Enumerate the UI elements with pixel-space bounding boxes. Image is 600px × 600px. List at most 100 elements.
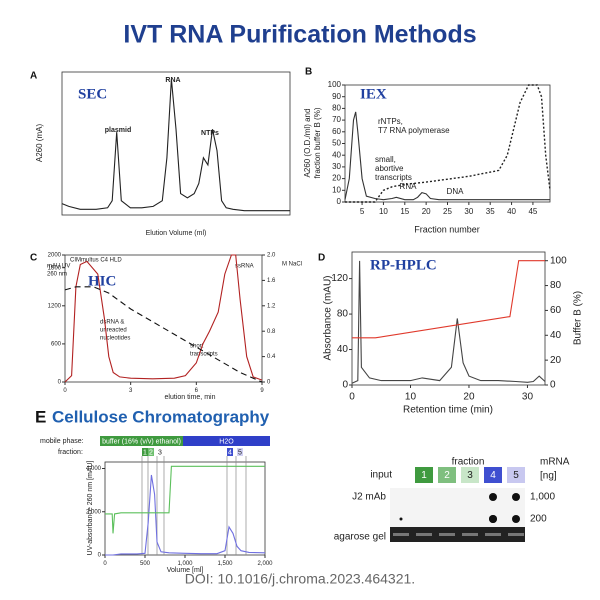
gel-band — [393, 533, 409, 536]
annotation: RNA — [400, 182, 418, 191]
gel-band — [485, 533, 501, 536]
panel-label: A — [30, 71, 37, 82]
annotation: dsRNA & — [100, 320, 124, 326]
fraction-box — [148, 448, 154, 456]
x-tick-label: 9 — [260, 388, 264, 394]
y2-tick-label: 0.8 — [267, 329, 276, 335]
x-axis-label: Elution Volume (ml) — [146, 230, 207, 237]
x-tick-label: 10 — [379, 207, 388, 216]
fraction-number: 1 — [143, 449, 147, 456]
y-tick-label: 2,000 — [86, 509, 102, 515]
doi: DOI: 10.1016/j.chroma.2023.464321. — [185, 571, 415, 587]
fraction-box — [237, 448, 243, 456]
fraction-box — [227, 448, 233, 456]
y-tick-label: 30 — [332, 162, 341, 171]
y2-axis-label: M NaCl — [282, 262, 302, 268]
x-tick-label: 45 — [528, 207, 537, 216]
x-tick-label: 3 — [129, 388, 133, 394]
y-tick-label: 4,000 — [86, 466, 102, 472]
series-line — [61, 79, 290, 212]
y-tick-label: 50 — [332, 139, 341, 148]
blot-fraction-box — [484, 467, 502, 483]
mobile-phase-label: mobile phase: — [40, 438, 84, 445]
y-tick-label: 0 — [58, 380, 62, 386]
blot-dot — [399, 517, 403, 521]
blot-fraction-box — [438, 467, 456, 483]
x-tick-label: 5 — [360, 207, 365, 216]
annotation: small, — [375, 155, 396, 164]
annotation: transcripts — [190, 352, 218, 358]
plot-frame — [61, 71, 291, 216]
panel-title: Cellulose Chromatography — [52, 407, 270, 426]
y2-tick-label: 20 — [550, 355, 562, 366]
x-tick-label: 20 — [422, 207, 431, 216]
y-tick-label: 70 — [332, 115, 341, 124]
y2-tick-label: 1.2 — [267, 303, 276, 309]
plot-frame — [351, 251, 546, 386]
y-axis-label: UV-absorbance 260 nm [mAU] — [87, 460, 94, 555]
fraction-number: 2 — [149, 449, 153, 456]
y2-tick-label: 40 — [550, 330, 562, 341]
annotation: plasmid — [105, 127, 131, 134]
panel-title: HIC — [88, 273, 116, 289]
y-axis-label: Absorbance (mAU) — [323, 275, 334, 360]
blot-dot — [512, 493, 520, 501]
series-line — [344, 111, 550, 201]
y-axis-label: 260 nm — [47, 272, 67, 278]
annotation: DNA — [447, 187, 465, 196]
x-tick-label: 0 — [349, 391, 355, 402]
y-tick-label: 80 — [332, 104, 341, 113]
panel-title: RP-HPLC — [370, 257, 437, 273]
panel-label: C — [30, 253, 37, 264]
annotation: unreacted — [100, 328, 127, 334]
y-axis-label: A260 (mA) — [35, 124, 44, 163]
fraction-number: 3 — [158, 449, 162, 456]
blot-fraction-box — [507, 467, 525, 483]
blot-dot — [489, 493, 497, 501]
blot-input: input — [370, 470, 392, 481]
y-tick-label: 2000 — [48, 253, 62, 259]
y-tick-label: 100 — [328, 80, 342, 89]
x-tick-label: 30 — [464, 207, 473, 216]
series-line — [105, 474, 266, 556]
series-line — [105, 465, 265, 534]
y2-tick-label: 2.0 — [267, 253, 276, 259]
x-tick-label: 1,000 — [177, 561, 193, 567]
blot-fraction: 5 — [513, 470, 519, 481]
page-title: IVT RNA Purification Methods — [123, 21, 476, 49]
x-tick-label: 40 — [507, 207, 516, 216]
blot-dot — [489, 515, 497, 523]
blot-fraction: 2 — [444, 470, 450, 481]
x-tick-label: 6 — [195, 388, 199, 394]
annotation: rNTPs, — [378, 117, 403, 126]
blot-unit: [ng] — [540, 471, 557, 482]
gel-band — [439, 533, 455, 536]
x-tick-label: 20 — [463, 391, 475, 402]
y-axis-label: A260 (O.D./ml) and — [303, 109, 312, 178]
phase-label: buffer (16% (v/v) ethanol) — [102, 438, 181, 445]
blot-header: fraction — [452, 457, 485, 468]
dot-blot: fraction mRNA [ng] input 1 2 3 4 5 J2 mAb agarose … — [334, 457, 570, 543]
blot-fraction-box — [415, 467, 433, 483]
gel-band — [462, 533, 478, 536]
panel-title: IEX — [360, 86, 387, 102]
blot-bg — [390, 488, 525, 530]
x-axis-label: Fraction number — [414, 224, 480, 234]
y-tick-label: 600 — [51, 341, 62, 347]
gel-bg — [390, 527, 525, 542]
fraction-number: 5 — [238, 449, 242, 456]
y-tick-label: 90 — [332, 92, 341, 101]
fraction-label: fraction: — [58, 449, 83, 456]
y2-tick-label: 1.6 — [267, 278, 276, 284]
annotation: transcripts — [375, 173, 412, 182]
annotation: NTPs — [201, 130, 219, 137]
annotation: CIMmultus C4 HLD — [70, 258, 122, 264]
x-tick-label: 35 — [486, 207, 495, 216]
x-tick-label: 15 — [400, 207, 409, 216]
blot-fraction-box — [461, 467, 479, 483]
fraction-box — [142, 448, 148, 456]
y-tick-label: 0 — [342, 380, 348, 391]
x-tick-label: 10 — [405, 391, 417, 402]
y2-tick-label: 80 — [550, 280, 562, 291]
